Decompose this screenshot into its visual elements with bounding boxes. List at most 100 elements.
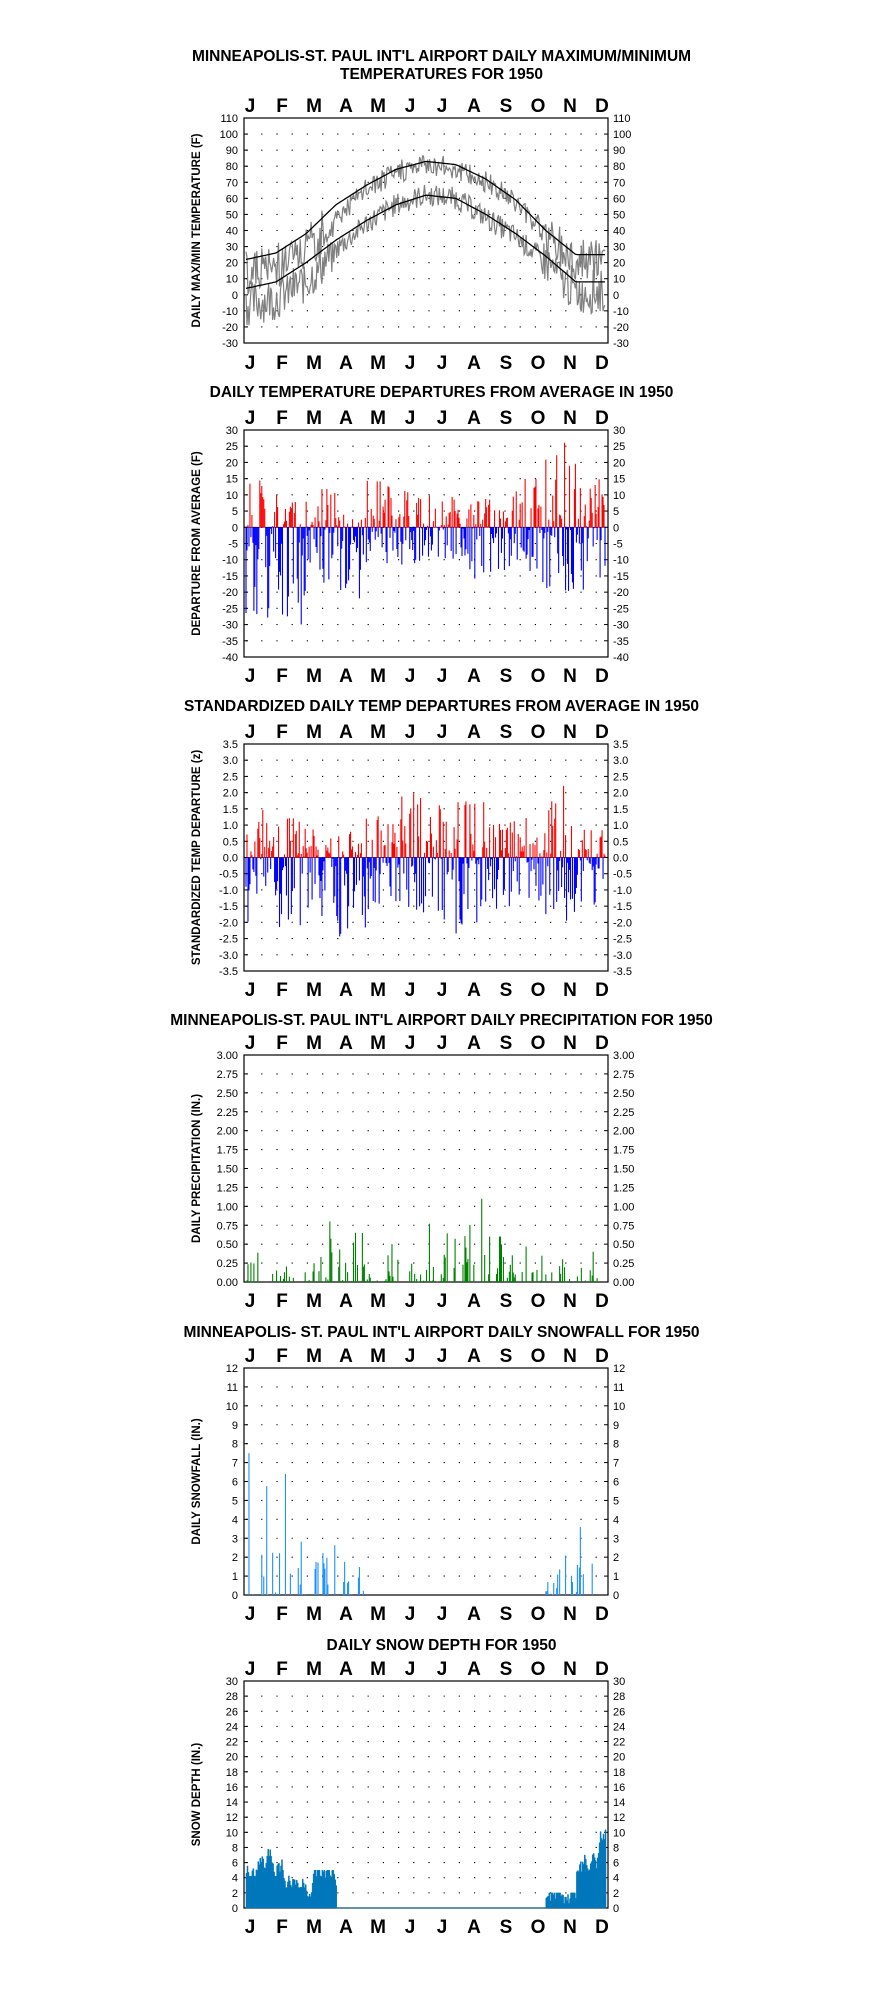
chart-title: DAILY TEMPERATURE DEPARTURES FROM AVERAG…	[209, 384, 674, 401]
y-tick-label-right: 4	[613, 1873, 619, 1885]
month-label-top: J	[245, 96, 256, 117]
y-tick-label-right: 15	[613, 474, 625, 486]
y-tick-label-left: -15	[222, 571, 238, 583]
y-tick-label-left: 1.00	[217, 1201, 238, 1213]
month-label-top: D	[595, 722, 609, 743]
month-label-top: O	[531, 408, 546, 429]
y-tick-label-right: 40	[613, 226, 625, 238]
month-label-bottom: J	[245, 980, 256, 1001]
month-label-bottom: D	[595, 1604, 609, 1625]
y-tick-label-right: 90	[613, 145, 625, 157]
month-label-top: M	[306, 408, 322, 429]
y-tick-label-right: 30	[613, 1676, 625, 1688]
y-tick-label-right: 16	[613, 1782, 625, 1794]
month-label-top: F	[276, 1033, 288, 1054]
y-tick-label-left: 0	[232, 522, 238, 534]
y-tick-label-right: 10	[613, 490, 625, 502]
y-tick-label-right: 60	[613, 193, 625, 205]
y-tick-label-right: 24	[613, 1721, 625, 1733]
y-tick-label-right: 30	[613, 242, 625, 254]
y-tick-label-right: -20	[613, 322, 629, 334]
month-label-bottom: M	[306, 980, 322, 1001]
y-tick-label-right: 0.00	[613, 1277, 634, 1289]
chart-title-line2: TEMPERATURES FOR 1950	[340, 66, 543, 83]
month-label-top: F	[276, 96, 288, 117]
y-tick-label-left: -0.5	[219, 869, 238, 881]
month-label-bottom: M	[306, 1604, 322, 1625]
month-label-bottom: M	[370, 980, 386, 1001]
month-label-bottom: S	[500, 1604, 513, 1625]
y-tick-label-right: 2.25	[613, 1107, 634, 1119]
y-tick-label-right: 0.50	[613, 1239, 634, 1251]
y-tick-label-left: 16	[226, 1782, 238, 1794]
month-label-bottom: A	[339, 1604, 353, 1625]
month-label-top: J	[245, 1346, 256, 1367]
y-tick-label-left: 110	[220, 113, 238, 125]
y-tick-label-right: 80	[613, 161, 625, 173]
y-tick-label-left: 30	[226, 242, 238, 254]
month-label-top: F	[276, 1659, 288, 1680]
month-label-bottom: O	[531, 353, 546, 374]
y-axis-label: DAILY SNOWFALL (IN.)	[191, 1418, 203, 1544]
month-label-top: O	[531, 722, 546, 743]
month-label-top: N	[563, 96, 577, 117]
month-label-bottom: M	[306, 1917, 322, 1938]
y-tick-label-left: 25	[226, 441, 238, 453]
month-label-top: J	[405, 1033, 416, 1054]
y-tick-label-left: 20	[226, 258, 238, 270]
y-tick-label-right: -40	[613, 652, 629, 664]
y-tick-label-right: -2.5	[613, 934, 632, 946]
y-tick-label-left: -1.5	[219, 901, 238, 913]
month-label-top: A	[339, 1659, 353, 1680]
grid-dots	[246, 445, 606, 642]
y-tick-label-right: 20	[613, 457, 625, 469]
month-label-top: M	[370, 96, 386, 117]
y-tick-label-left: 2	[232, 1888, 238, 1900]
month-label-bottom: F	[276, 1917, 288, 1938]
y-tick-label-right: 5	[613, 506, 619, 518]
grid-dots	[246, 1386, 606, 1577]
y-tick-label-right: -3.0	[613, 950, 632, 962]
month-label-top: J	[437, 1033, 448, 1054]
y-tick-label-left: 14	[226, 1797, 238, 1809]
y-tick-label-left: 1.0	[223, 820, 238, 832]
y-tick-label-right: -30	[613, 338, 629, 350]
month-label-top: D	[595, 408, 609, 429]
month-label-bottom: J	[405, 353, 416, 374]
month-label-bottom: A	[339, 1917, 353, 1938]
month-label-top: A	[339, 722, 353, 743]
y-tick-label-left: 2.25	[217, 1107, 238, 1119]
y-tick-label-left: 2.0	[223, 788, 238, 800]
month-label-bottom: A	[467, 980, 481, 1001]
month-label-bottom: J	[405, 666, 416, 687]
y-tick-label-left: 60	[226, 193, 238, 205]
month-label-top: A	[339, 408, 353, 429]
month-label-bottom: O	[531, 1917, 546, 1938]
y-tick-label-right: 26	[613, 1706, 625, 1718]
y-tick-label-left: 40	[226, 226, 238, 238]
month-label-bottom: D	[595, 1917, 609, 1938]
month-label-bottom: J	[405, 980, 416, 1001]
y-tick-label-left: -20	[222, 587, 238, 599]
y-tick-label-right: 3.00	[613, 1050, 634, 1062]
y-tick-label-left: 3.00	[217, 1050, 238, 1062]
month-label-top: F	[276, 1346, 288, 1367]
normal-high-curve	[245, 160, 605, 261]
month-label-bottom: M	[370, 353, 386, 374]
month-label-bottom: A	[339, 980, 353, 1001]
y-tick-label-left: 11	[227, 1382, 238, 1394]
month-label-bottom: J	[437, 1917, 448, 1938]
y-tick-label-left: 0.00	[217, 1277, 238, 1289]
month-label-top: M	[306, 96, 322, 117]
month-label-top: N	[563, 1033, 577, 1054]
chart-title: MINNEAPOLIS-ST. PAUL INT'L AIRPORT DAILY…	[170, 1012, 713, 1029]
month-label-top: S	[500, 1033, 513, 1054]
y-tick-label-right: 6	[613, 1858, 619, 1870]
y-tick-label-left: 3	[232, 1533, 238, 1545]
y-tick-label-right: 0	[613, 1590, 619, 1602]
y-tick-label-left: 0.0	[223, 853, 238, 865]
month-label-bottom: S	[500, 1291, 513, 1312]
y-tick-label-right: 1.50	[613, 1164, 634, 1176]
y-axis-label: STANDARDIZED TEMP DEPARTURE (z)	[191, 750, 203, 965]
